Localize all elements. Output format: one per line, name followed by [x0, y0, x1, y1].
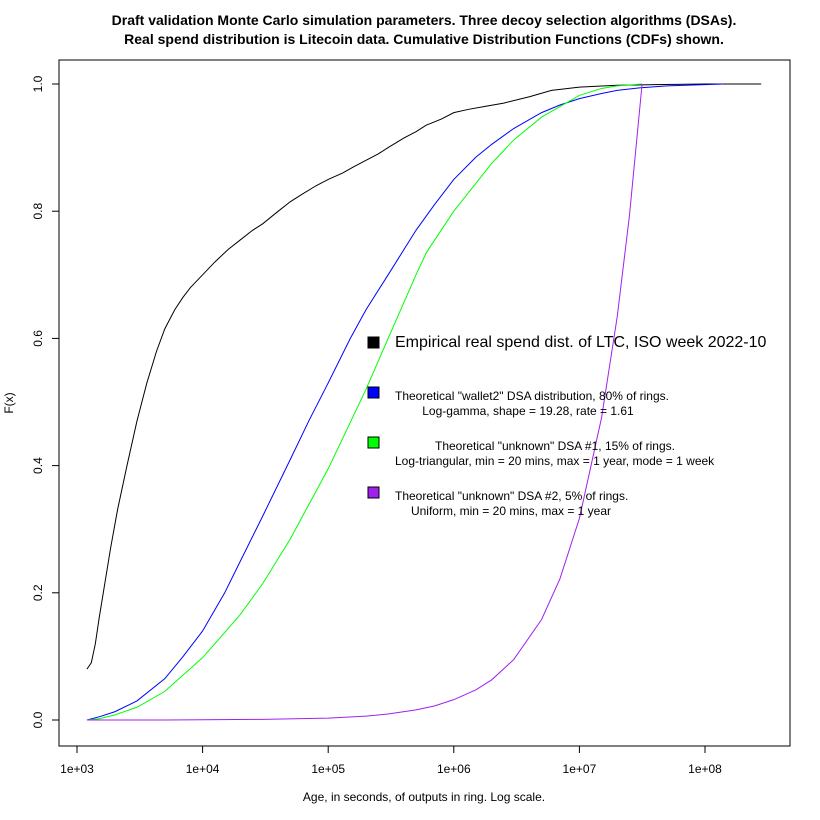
y-tick-label: 0.2 [31, 584, 45, 601]
legend-label-empirical: Empirical real spend dist. of LTC, ISO w… [395, 334, 767, 351]
x-tick-label: 1e+05 [311, 762, 345, 776]
legend-label-dsa1: Log-triangular, min = 20 mins, max = 1 y… [395, 454, 715, 468]
y-tick-label: 0.4 [31, 457, 45, 474]
y-axis: 0.0 0.2 0.4 0.6 0.8 1.0 [31, 75, 60, 728]
y-tick-label: 0.6 [31, 330, 45, 347]
legend: Empirical real spend dist. of LTC, ISO w… [367, 334, 767, 518]
series-line-dsa2 [86, 83, 643, 721]
legend-swatch-empirical [367, 336, 380, 349]
x-axis: 1e+03 1e+04 1e+05 1e+06 1e+07 1e+08 [60, 745, 722, 776]
legend-label-dsa2: Uniform, min = 20 mins, max = 1 year [411, 504, 611, 518]
legend-swatch-dsa1 [367, 436, 380, 449]
legend-swatch-wallet2 [367, 386, 380, 399]
plot-frame [58, 59, 791, 747]
x-tick-label: 1e+08 [688, 762, 722, 776]
series-layer [86, 83, 762, 721]
x-tick-label: 1e+04 [186, 762, 220, 776]
series-line-empirical [86, 83, 762, 670]
x-tick-label: 1e+03 [60, 762, 94, 776]
legend-label-dsa1: Theoretical "unknown" DSA #1, 15% of rin… [435, 439, 675, 453]
series-line-dsa1 [86, 83, 643, 721]
x-tick-label: 1e+06 [437, 762, 471, 776]
chart-title-line-2: Real spend distribution is Litecoin data… [124, 31, 724, 47]
y-tick-label: 0.0 [31, 711, 45, 728]
series-line-wallet2 [86, 83, 724, 721]
y-tick-label: 1.0 [31, 75, 45, 92]
legend-label-wallet2: Log-gamma, shape = 19.28, rate = 1.61 [422, 404, 634, 418]
legend-label-dsa2: Theoretical "unknown" DSA #2, 5% of ring… [395, 489, 628, 503]
y-axis-label: F(x) [2, 392, 16, 413]
legend-swatch-dsa2 [367, 486, 380, 499]
chart-title-line-1: Draft validation Monte Carlo simulation … [112, 12, 737, 28]
x-axis-label: Age, in seconds, of outputs in ring. Log… [303, 790, 545, 804]
legend-label-wallet2: Theoretical "wallet2" DSA distribution, … [395, 389, 669, 403]
y-tick-label: 0.8 [31, 203, 45, 220]
x-tick-label: 1e+07 [563, 762, 597, 776]
